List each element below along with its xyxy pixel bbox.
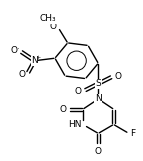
Text: HN: HN bbox=[68, 120, 82, 129]
Text: O: O bbox=[19, 70, 26, 79]
Text: F: F bbox=[130, 129, 135, 138]
Text: N: N bbox=[95, 95, 102, 104]
Text: O: O bbox=[19, 70, 26, 79]
Text: N: N bbox=[95, 95, 102, 104]
Text: F: F bbox=[130, 129, 135, 138]
Text: +: + bbox=[35, 55, 40, 60]
Text: O: O bbox=[11, 46, 18, 55]
Text: S: S bbox=[95, 79, 101, 88]
Text: S: S bbox=[95, 79, 101, 88]
Text: CH₃: CH₃ bbox=[40, 14, 56, 23]
Text: O: O bbox=[11, 46, 18, 55]
Text: O: O bbox=[75, 87, 82, 96]
Text: N: N bbox=[31, 56, 38, 65]
Text: O: O bbox=[115, 71, 122, 80]
Text: O: O bbox=[49, 22, 56, 31]
Text: O: O bbox=[59, 105, 66, 114]
Text: O: O bbox=[95, 147, 102, 156]
Text: O: O bbox=[115, 71, 122, 80]
Text: CH₃: CH₃ bbox=[40, 14, 56, 23]
Text: HN: HN bbox=[68, 120, 82, 129]
Text: −: − bbox=[12, 44, 19, 53]
Text: N: N bbox=[31, 56, 38, 65]
Text: O: O bbox=[49, 22, 56, 31]
Text: O: O bbox=[95, 147, 102, 156]
Text: O: O bbox=[59, 105, 66, 114]
Text: O: O bbox=[75, 87, 82, 96]
